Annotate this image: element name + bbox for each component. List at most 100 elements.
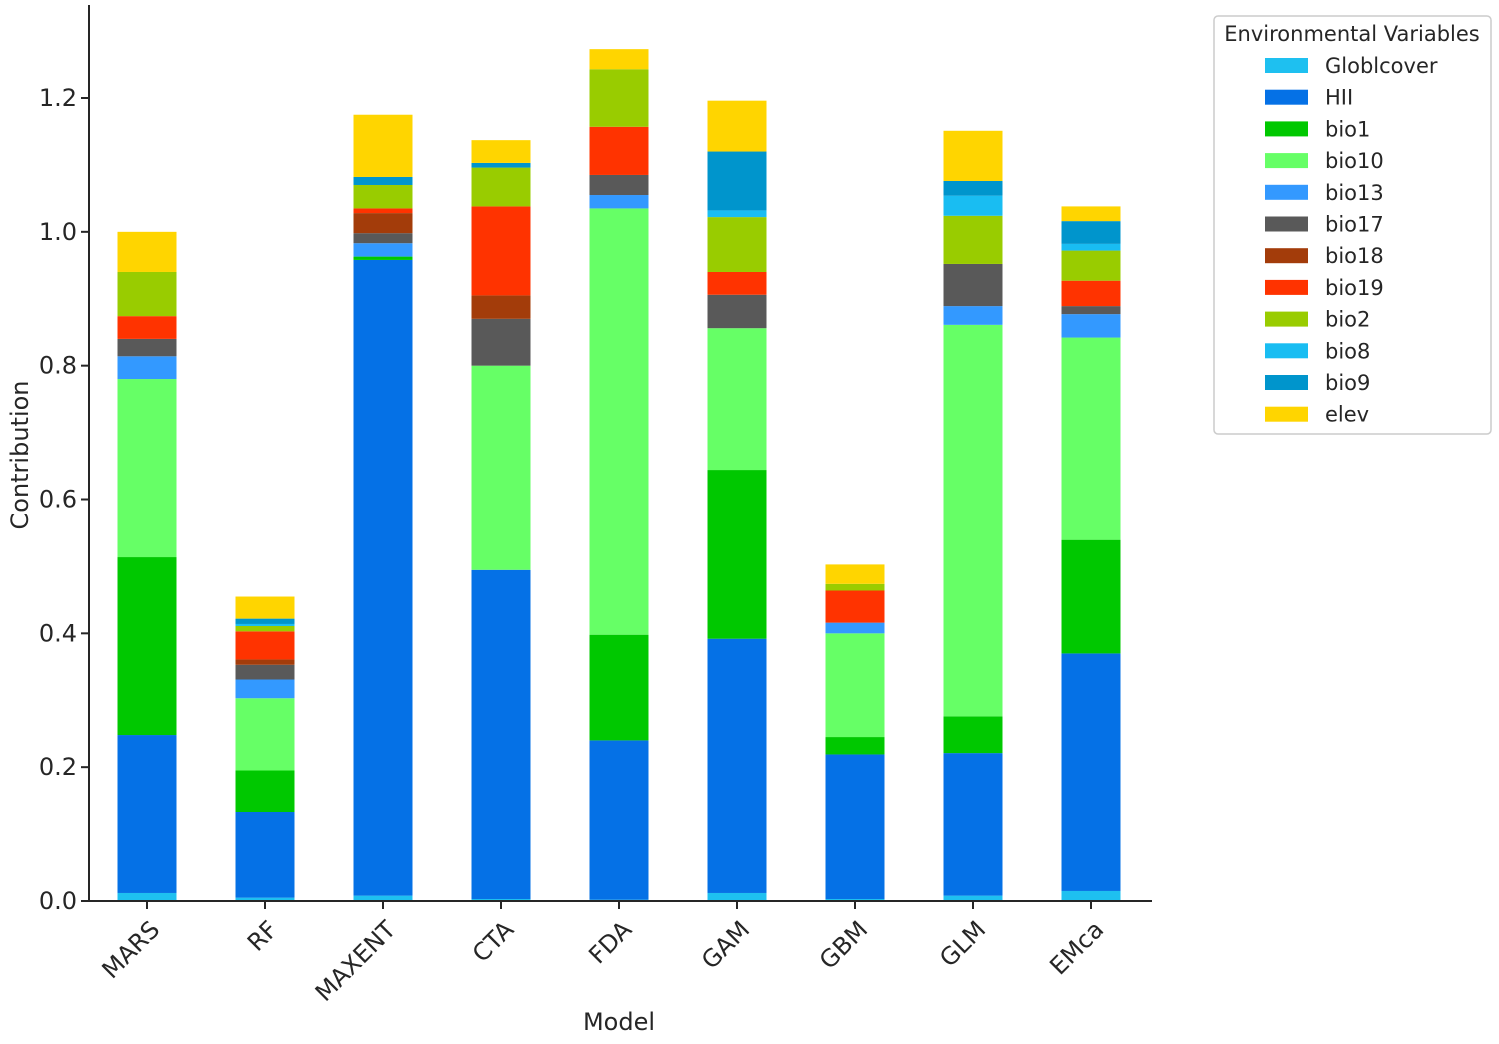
bar-segment-bio19 <box>353 208 413 214</box>
bar-segment-globlcover <box>117 892 177 901</box>
bar-segment-hii <box>825 754 885 899</box>
bar-segment-hii <box>471 569 531 899</box>
bar-segment-bio13 <box>353 243 413 257</box>
bar-segment-bio1 <box>825 737 885 755</box>
bar-segment-bio1 <box>943 716 1003 754</box>
bar-segment-bio2 <box>707 217 767 272</box>
bar-segment-bio13 <box>235 679 295 699</box>
bar-segment-bio13 <box>117 356 177 380</box>
bar-stack-fda <box>589 49 649 901</box>
legend-label: bio8 <box>1325 339 1370 363</box>
bar-segment-bio1 <box>707 470 767 639</box>
legend: Environmental Variables Globlcover HII bio… <box>1213 15 1492 435</box>
bar-segment-bio10 <box>471 365 531 570</box>
bar-segment-hii <box>353 259 413 896</box>
x-tick-label: CTA <box>467 915 520 968</box>
x-tick-label: GAM <box>696 915 755 974</box>
bar-segment-globlcover <box>943 895 1003 901</box>
bar-segment-bio1 <box>589 634 649 741</box>
legend-items: Globlcover HII bio1 bio10 bio13 bio17 bio18 bio… <box>1265 54 1438 427</box>
bar-segment-elev <box>353 114 413 177</box>
y-tick-label: 1.0 <box>39 218 77 246</box>
bar-segment-bio19 <box>1061 280 1121 307</box>
bar-segment-bio17 <box>235 664 295 680</box>
y-tick-label: 0.4 <box>39 619 77 647</box>
bar-segment-hii <box>1061 653 1121 891</box>
bar-segment-bio9 <box>235 618 295 624</box>
bar-segment-bio2 <box>589 69 649 127</box>
legend-swatch-bio19 <box>1265 279 1308 295</box>
legend-label: bio1 <box>1325 117 1370 141</box>
x-tick-label: GLM <box>934 915 991 972</box>
bar-segment-bio2 <box>1061 250 1121 281</box>
bar-segment-elev <box>825 564 885 584</box>
bar-segment-bio10 <box>1061 337 1121 540</box>
bar-segment-elev <box>235 596 295 619</box>
bar-segment-bio1 <box>117 557 177 736</box>
bar-segment-bio2 <box>235 625 295 632</box>
bar-segment-bio2 <box>471 167 531 207</box>
bar-segment-globlcover <box>471 898 531 901</box>
bar-segment-bio9 <box>707 151 767 211</box>
bar-segment-bio8 <box>943 195 1003 216</box>
legend-label: HII <box>1325 86 1353 110</box>
bar-segment-bio10 <box>117 379 177 558</box>
bar-segment-bio19 <box>589 126 649 175</box>
x-tick-label: MARS <box>97 915 166 984</box>
legend-label: bio18 <box>1325 244 1384 268</box>
bar-segment-bio9 <box>471 162 531 168</box>
legend-label: bio2 <box>1325 308 1370 332</box>
legend-title: Environmental Variables <box>1224 22 1479 46</box>
bar-segment-bio9 <box>353 176 413 185</box>
bar-segment-bio19 <box>707 271 767 295</box>
bar-segment-bio2 <box>353 184 413 209</box>
bar-segment-elev <box>589 49 649 70</box>
legend-swatch-bio1 <box>1265 121 1308 137</box>
legend-swatch-hii <box>1265 89 1308 105</box>
x-axis-label: Model <box>583 1008 655 1036</box>
legend-label: elev <box>1325 403 1369 427</box>
bar-segment-bio1 <box>235 770 295 813</box>
bar-segment-bio17 <box>353 233 413 244</box>
y-ticks: 0.0 0.2 0.4 0.6 0.8 1.0 1.2 <box>39 84 89 915</box>
bar-segment-bio18 <box>235 659 295 665</box>
bar-stack-rf <box>235 596 295 901</box>
bar-segment-bio13 <box>589 195 649 209</box>
legend-swatch-bio8 <box>1265 343 1308 359</box>
bar-segment-bio17 <box>1061 306 1121 315</box>
x-tick-label: FDA <box>583 915 637 969</box>
bar-segment-bio19 <box>471 206 531 296</box>
bar-segment-bio8 <box>1061 243 1121 251</box>
bar-segment-bio10 <box>943 324 1003 717</box>
x-tick-label: RF <box>242 915 283 956</box>
bar-segment-bio18 <box>353 213 413 234</box>
y-tick-label: 0.6 <box>39 486 77 514</box>
bar-segment-bio17 <box>943 263 1003 307</box>
legend-swatch-globlcover <box>1265 58 1308 73</box>
y-tick-label: 0.2 <box>39 753 77 781</box>
legend-frame <box>1213 15 1492 435</box>
bar-segment-hii <box>235 812 295 898</box>
y-tick-label: 1.2 <box>39 84 77 112</box>
x-tick-label: EMca <box>1044 915 1109 980</box>
legend-swatch-bio10 <box>1265 153 1308 169</box>
legend-label: bio9 <box>1325 371 1370 395</box>
bar-segment-bio19 <box>825 590 885 623</box>
legend-label: bio19 <box>1325 276 1384 300</box>
bar-stack-mars <box>117 231 177 901</box>
bar-segment-bio18 <box>471 295 531 319</box>
bar-segment-hii <box>943 753 1003 896</box>
y-tick-label: 0.0 <box>39 887 77 915</box>
bar-segment-bio2 <box>825 583 885 591</box>
y-axis-label: Contribution <box>6 380 34 529</box>
bar-segment-elev <box>707 100 767 152</box>
bar-segment-bio2 <box>943 215 1003 264</box>
bar-stack-gam <box>707 100 767 901</box>
x-ticks: MARS RF MAXENT CTA FDA GAM GBM GLM EMca <box>97 901 1109 1007</box>
bar-segment-elev <box>471 140 531 163</box>
legend-label: bio10 <box>1325 149 1384 173</box>
bar-segment-hii <box>589 740 649 900</box>
legend-swatch-elev <box>1265 406 1308 422</box>
bar-segment-bio8 <box>707 210 767 218</box>
